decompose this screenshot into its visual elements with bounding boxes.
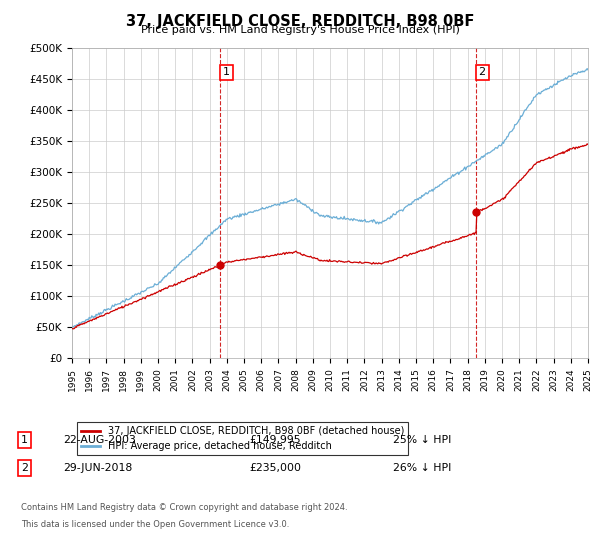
Text: 1: 1: [223, 67, 230, 77]
Text: £149,995: £149,995: [249, 435, 301, 445]
Text: This data is licensed under the Open Government Licence v3.0.: This data is licensed under the Open Gov…: [21, 520, 289, 529]
Text: 37, JACKFIELD CLOSE, REDDITCH, B98 0BF: 37, JACKFIELD CLOSE, REDDITCH, B98 0BF: [126, 14, 474, 29]
Text: 25% ↓ HPI: 25% ↓ HPI: [393, 435, 451, 445]
Text: £235,000: £235,000: [249, 463, 301, 473]
Text: Contains HM Land Registry data © Crown copyright and database right 2024.: Contains HM Land Registry data © Crown c…: [21, 503, 347, 512]
Text: 2: 2: [21, 463, 28, 473]
Text: 26% ↓ HPI: 26% ↓ HPI: [393, 463, 451, 473]
Legend: 37, JACKFIELD CLOSE, REDDITCH, B98 0BF (detached house), HPI: Average price, det: 37, JACKFIELD CLOSE, REDDITCH, B98 0BF (…: [77, 422, 408, 455]
Text: 22-AUG-2003: 22-AUG-2003: [63, 435, 136, 445]
Text: 1: 1: [21, 435, 28, 445]
Text: 29-JUN-2018: 29-JUN-2018: [63, 463, 132, 473]
Text: Price paid vs. HM Land Registry's House Price Index (HPI): Price paid vs. HM Land Registry's House …: [140, 25, 460, 35]
Text: 2: 2: [479, 67, 486, 77]
